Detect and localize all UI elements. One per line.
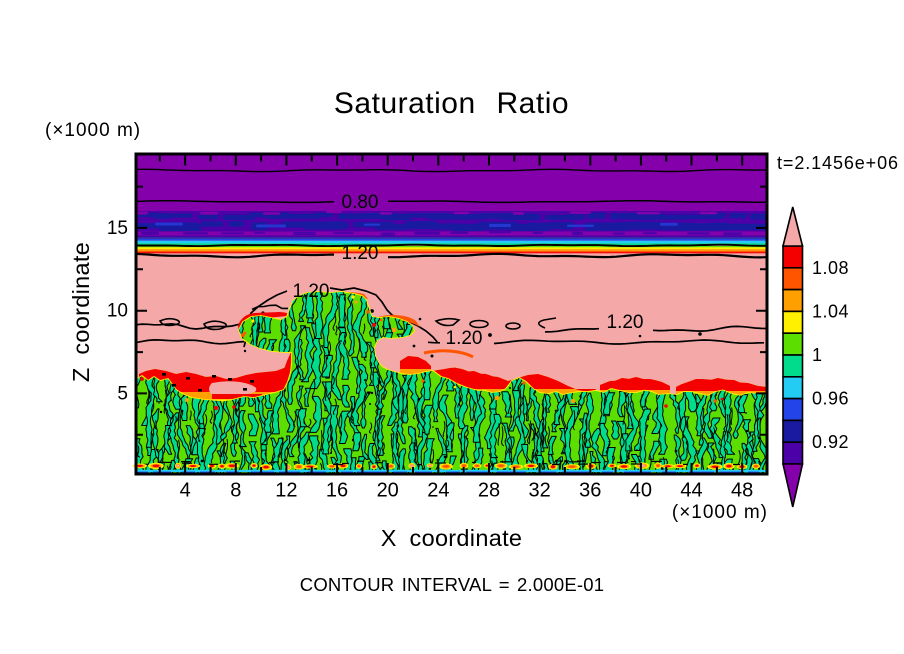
svg-text:1.08: 1.08 (812, 258, 849, 278)
svg-text:40: 40 (630, 480, 652, 502)
svg-text:48: 48 (731, 480, 753, 502)
svg-text:20: 20 (377, 480, 399, 502)
svg-text:0.96: 0.96 (812, 389, 849, 409)
svg-text:1.20: 1.20 (607, 312, 644, 333)
svg-text:10: 10 (107, 301, 128, 322)
svg-text:28: 28 (478, 480, 500, 502)
svg-text:(×1000 m): (×1000 m) (45, 120, 141, 141)
svg-text:16: 16 (326, 480, 348, 502)
svg-text:32: 32 (528, 480, 550, 502)
svg-text:X coordinate: X coordinate (381, 525, 523, 551)
svg-text:1.20: 1.20 (446, 328, 483, 349)
svg-text:t=2.1456e+06: t=2.1456e+06 (777, 153, 899, 173)
svg-text:1.20: 1.20 (293, 281, 330, 302)
svg-text:Saturation Ratio: Saturation Ratio (334, 87, 569, 120)
svg-text:0.92: 0.92 (812, 432, 849, 452)
svg-text:12: 12 (275, 480, 297, 502)
svg-text:8: 8 (230, 480, 241, 502)
svg-text:(×1000 m): (×1000 m) (672, 502, 768, 523)
svg-text:1.20: 1.20 (342, 243, 379, 264)
svg-text:1.04: 1.04 (812, 301, 849, 321)
svg-text:Z coordinate: Z coordinate (68, 242, 94, 382)
svg-text:36: 36 (579, 480, 601, 502)
svg-text:0.80: 0.80 (342, 192, 379, 213)
svg-text:CONTOUR INTERVAL = 2.000E-01: CONTOUR INTERVAL = 2.000E-01 (300, 574, 604, 595)
svg-text:15: 15 (107, 218, 128, 239)
svg-text:5: 5 (117, 383, 128, 404)
svg-text:44: 44 (680, 480, 702, 502)
svg-text:4: 4 (180, 480, 191, 502)
svg-text:24: 24 (427, 480, 449, 502)
svg-text:1: 1 (812, 345, 823, 365)
